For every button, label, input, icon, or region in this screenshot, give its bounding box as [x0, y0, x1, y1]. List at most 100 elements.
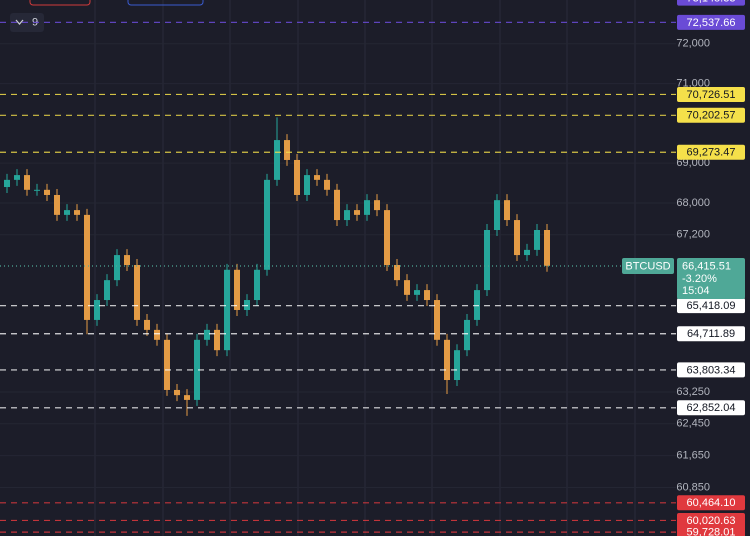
candle-body [44, 189, 50, 195]
candle-body [204, 329, 210, 340]
candle-body [184, 395, 190, 400]
candle-body [284, 140, 290, 160]
candle-body [194, 339, 200, 400]
candle-body [164, 339, 170, 390]
candle-body [454, 350, 460, 381]
candle-body [124, 255, 130, 266]
y-tick-label: 61,650 [676, 450, 710, 462]
candle-body [494, 200, 500, 230]
symbol-label: BTCUSD [625, 260, 670, 272]
price-label: 63,803.34 [687, 364, 736, 376]
price-label-bg [677, 14, 745, 30]
price-label-bg [677, 144, 745, 160]
candle-body [94, 300, 100, 320]
price-label: 60,020.63 [687, 515, 736, 527]
y-axis: 72,000 71,000 69,000 68,000 67,200 63,250 62,4… [0, 38, 710, 493]
sell-button[interactable] [29, 0, 91, 6]
countdown: 15:04 [682, 285, 710, 297]
candles [4, 117, 550, 416]
price-label-bg [677, 362, 745, 378]
y-tick-label: 72,000 [676, 38, 710, 50]
price-label-bg [677, 107, 745, 123]
candle-body [364, 200, 370, 215]
candle-body [14, 175, 20, 180]
price-label: 70,202.57 [687, 110, 736, 122]
candle-body [264, 179, 270, 270]
candle-body [24, 175, 30, 190]
price-label-bg [677, 86, 745, 102]
y-tick-label: 69,000 [676, 157, 710, 169]
candle-body [444, 339, 450, 381]
candle-body [254, 269, 260, 301]
price-label: 59,728.01 [687, 527, 736, 536]
candle-body [224, 269, 230, 351]
price-label: 69,273.47 [687, 147, 736, 159]
symbol-label-bg [622, 257, 674, 274]
price-label-bg [677, 326, 745, 342]
candle-body [544, 229, 550, 266]
candle-body [514, 220, 520, 256]
candle-body [374, 200, 380, 211]
price-label-bg [677, 0, 745, 6]
price-label-bg [677, 298, 745, 314]
price-change: -3.20% [682, 273, 717, 285]
candle-body [484, 229, 490, 291]
candle-body [404, 280, 410, 295]
candle-body [424, 290, 430, 301]
y-tick-label: 68,000 [676, 197, 710, 209]
candle-body [414, 290, 420, 295]
candle-body [64, 210, 70, 215]
price-label: 70,726.51 [687, 89, 736, 101]
candle-body [114, 255, 120, 281]
y-tick-label: 63,250 [676, 386, 710, 398]
candle-body [524, 249, 530, 256]
price-label: 62,852.04 [687, 402, 736, 414]
candle-body [244, 300, 250, 310]
price-label-bg [677, 495, 745, 511]
candle-body [84, 214, 90, 320]
candle-body [354, 210, 360, 215]
candle-body [334, 189, 340, 221]
y-tick-label: 71,000 [676, 77, 710, 89]
y-tick-label: 67,200 [676, 229, 710, 241]
price-label: 64,711.89 [687, 328, 735, 340]
candle-body [384, 210, 390, 266]
buy-button[interactable] [127, 0, 204, 6]
candle-body [174, 389, 180, 396]
candle-body [214, 329, 220, 351]
candle-body [274, 140, 280, 180]
candle-body [464, 319, 470, 351]
candle-body [294, 159, 300, 195]
candle-body [104, 280, 110, 301]
candle-body [74, 210, 80, 215]
current-price: 66,415.51 [682, 260, 731, 272]
candle-body [534, 229, 540, 250]
candle-body [4, 179, 10, 188]
chevron [15, 19, 24, 25]
price-label: 60,464.10 [687, 497, 736, 509]
y-tick-label: 60,850 [676, 481, 710, 493]
candle-body [314, 175, 320, 180]
candle-body [504, 200, 510, 221]
price-label-bg [677, 512, 745, 528]
candle-body [34, 189, 40, 191]
candle-body [304, 175, 310, 195]
candle-body [474, 290, 480, 320]
price-label-bg [677, 400, 745, 416]
candle-body [144, 319, 150, 330]
price-label: 73,148.33 [687, 0, 736, 4]
candle-body [54, 194, 60, 215]
y-tick-label: 62,450 [676, 418, 710, 430]
price-label: 72,537.66 [687, 17, 736, 29]
candle-body [324, 179, 330, 190]
candle-body [394, 265, 400, 281]
candle-body [344, 210, 350, 221]
price-label: 65,418.09 [687, 300, 736, 312]
candle-body [154, 329, 160, 340]
candle-body [134, 265, 140, 320]
candle-body [234, 269, 240, 310]
current-price-bg [677, 257, 745, 299]
